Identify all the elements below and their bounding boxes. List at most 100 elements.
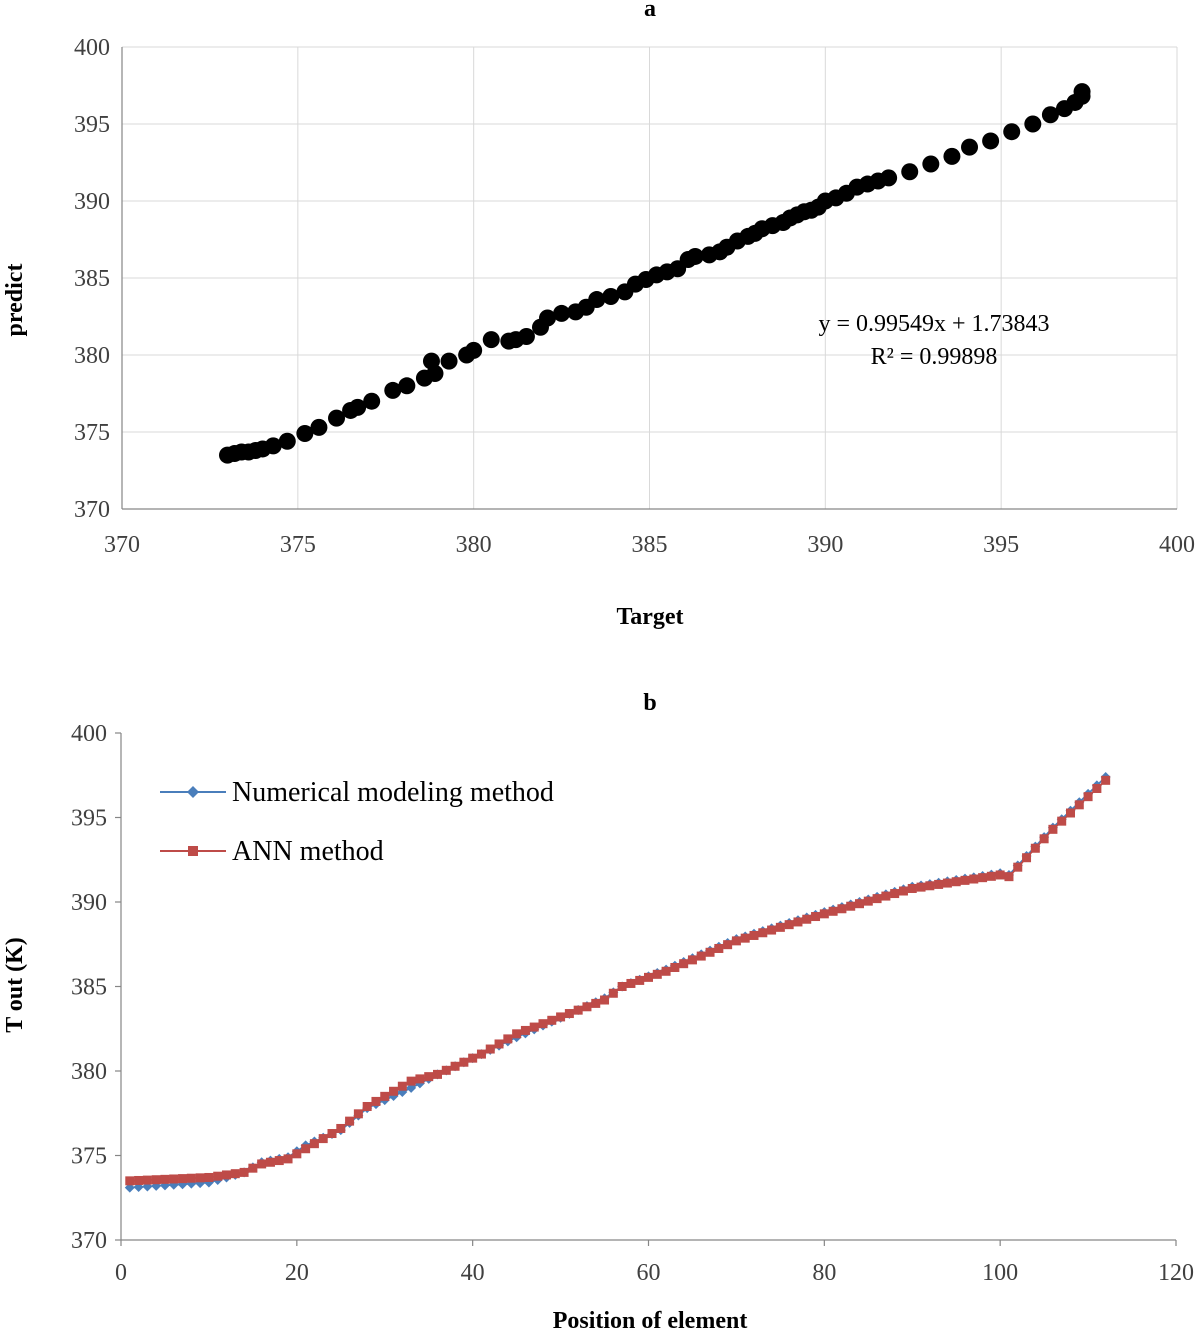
data-point-square [617,982,627,991]
data-point-square [749,930,759,940]
data-point-square [1022,853,1032,863]
data-point-square [441,1065,451,1075]
data-point-square [969,874,979,884]
data-point-square [556,1012,566,1022]
data-point-square [520,1025,530,1035]
data-point-square [705,947,715,957]
data-point [588,291,606,309]
chart-a-axes [121,47,1177,510]
x-tick-label: 395 [983,532,1019,558]
data-point-square [362,1101,372,1111]
legend-marker-diamond [187,786,199,798]
data-point [465,341,483,359]
x-tick-label: 0 [115,1260,127,1286]
data-point-square [397,1081,407,1091]
data-point [602,287,620,305]
y-tick-label: 395 [74,112,110,138]
data-point-square [265,1157,275,1167]
data-point-square [767,925,777,935]
data-point-square [740,933,750,943]
data-point-square [652,969,662,979]
data-point-square [1057,816,1067,826]
legend-label-ann: ANN method [232,836,384,867]
data-point-square [995,870,1005,880]
data-point-square [564,1009,574,1019]
data-point-square [336,1123,346,1133]
data-point-square [846,901,856,911]
data-point-square [661,966,671,976]
y-tick-label: 400 [74,35,110,61]
data-point [328,409,346,427]
data-point-square [723,940,733,950]
y-tick-label: 385 [74,266,110,292]
data-point-square [459,1057,469,1067]
legend-marker-square [188,846,198,856]
legend-item-ann: ANN method [160,836,384,867]
data-point-square [309,1139,319,1149]
data-point-square [793,917,803,927]
data-point-square [222,1170,231,1180]
chart-b-y-axis-title: T out (K) [2,937,28,1033]
y-tick-label: 375 [71,1144,107,1170]
data-point-square [881,891,891,901]
data-point-square [714,943,724,953]
data-point [982,132,1000,150]
chart-b: b 370 375 380 385 390 395 400 0 20 40 60 80 100 120 N… [2,690,1194,1330]
data-point [296,425,314,443]
data-point-square [758,928,768,938]
data-point-square [415,1074,425,1084]
data-point-square [811,912,821,922]
data-point [440,352,458,370]
data-point-square [389,1086,399,1096]
chart-a-tick-labels: 370 375 380 385 390 395 400 370 375 380 385 390 395 4… [74,35,1195,558]
data-point-square [1092,783,1102,793]
data-point-square [345,1116,355,1126]
data-point-square [1030,843,1040,853]
data-point-square [784,920,794,930]
y-tick-label: 380 [74,343,110,369]
legend-label-numerical: Numerical modeling method [232,777,554,808]
data-point [1041,106,1059,124]
data-point-square [204,1172,214,1182]
chart-b-x-axis-title: Position of element [553,1308,748,1330]
data-point-square [1066,808,1075,818]
y-tick-label: 370 [74,497,110,523]
chart-a: a 370 375 380 385 390 395 400 370 375 380 385 390 39… [2,0,1195,630]
data-point [1024,115,1042,133]
data-point-square [433,1069,442,1079]
data-point [901,163,919,181]
chart-a-r-squared: R² = 0.99898 [871,344,998,370]
chart-a-title: a [644,0,656,22]
data-point-square [608,988,618,998]
data-point-square [775,922,785,932]
data-point-square [406,1076,416,1086]
data-point-square [679,959,689,969]
data-point-square [855,899,864,909]
data-point-square [1013,862,1023,872]
data-point-square [696,951,706,961]
data-point-square [239,1167,249,1177]
data-point-square [687,955,697,965]
data-point-square [142,1175,152,1185]
data-point-square [978,873,988,883]
data-point-square [1039,834,1049,844]
x-tick-label: 370 [104,532,140,558]
data-point-square [327,1129,337,1139]
data-point-square [925,881,935,891]
data-point [482,331,500,349]
chart-b-series [124,771,1111,1193]
data-point-square [186,1173,196,1183]
data-point-square [301,1144,311,1154]
data-point-square [802,914,812,924]
legend-item-numerical: Numerical modeling method [160,777,554,808]
data-point-square [230,1169,240,1179]
y-tick-label: 390 [71,890,107,916]
data-point-square [1004,872,1014,882]
x-tick-label: 100 [982,1260,1018,1286]
chart-a-gridlines [122,46,1178,509]
data-point [310,418,328,436]
data-point-square [872,894,882,904]
data-point [1073,83,1091,101]
data-point [880,169,898,187]
